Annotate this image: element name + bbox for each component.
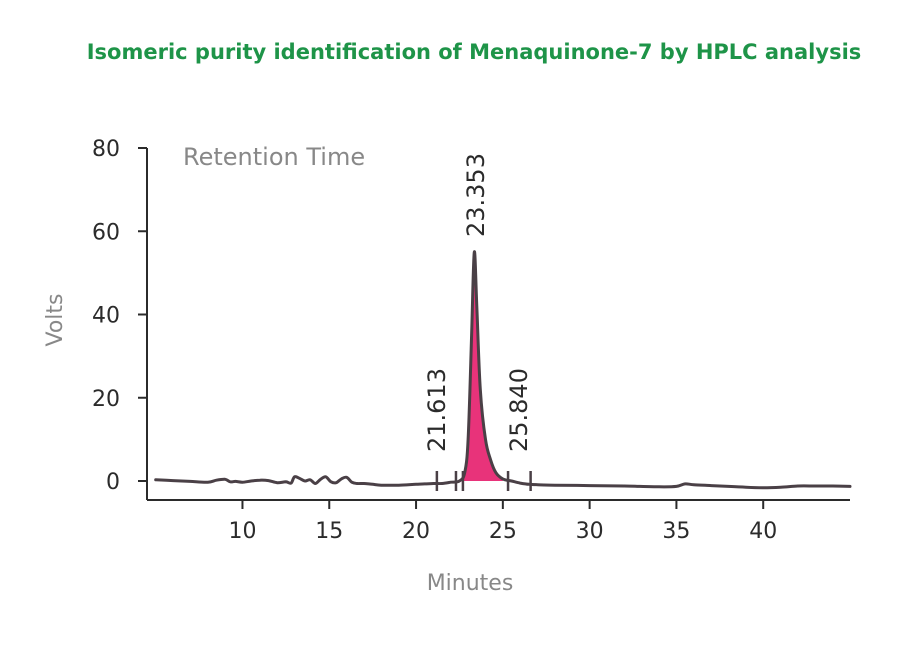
x-axis-title: Minutes xyxy=(427,571,514,596)
chart-title: Isomeric purity identification of Menaqu… xyxy=(86,40,862,64)
chromatogram-line xyxy=(154,250,852,490)
peak-label: 21.613 xyxy=(423,368,451,452)
y-tick-label: 20 xyxy=(92,387,120,412)
peak-label: 23.353 xyxy=(462,153,490,237)
y-tick-label: 0 xyxy=(106,470,120,495)
y-tick-label: 60 xyxy=(92,220,120,245)
y-axis-title: Volts xyxy=(43,293,68,346)
x-tick-label: 15 xyxy=(315,519,343,544)
x-ticks: 10 15 20 25 30 35 40 xyxy=(228,500,777,544)
x-tick-label: 20 xyxy=(402,519,430,544)
y-tick-label: 40 xyxy=(92,304,120,329)
x-tick-label: 25 xyxy=(489,519,517,544)
x-tick-label: 30 xyxy=(576,519,604,544)
axes xyxy=(146,148,850,501)
x-tick-label: 40 xyxy=(749,519,777,544)
x-tick-label: 35 xyxy=(662,519,690,544)
peak-label: 25.840 xyxy=(505,368,533,452)
peak-markers: 21.613 23.353 25.840 xyxy=(423,153,533,491)
y-ticks: 0 20 40 60 80 xyxy=(92,137,147,495)
retention-time-annotation: Retention Time xyxy=(183,143,365,171)
x-tick-label: 10 xyxy=(228,519,256,544)
y-tick-label: 80 xyxy=(92,137,120,162)
peak-fill xyxy=(459,251,503,481)
